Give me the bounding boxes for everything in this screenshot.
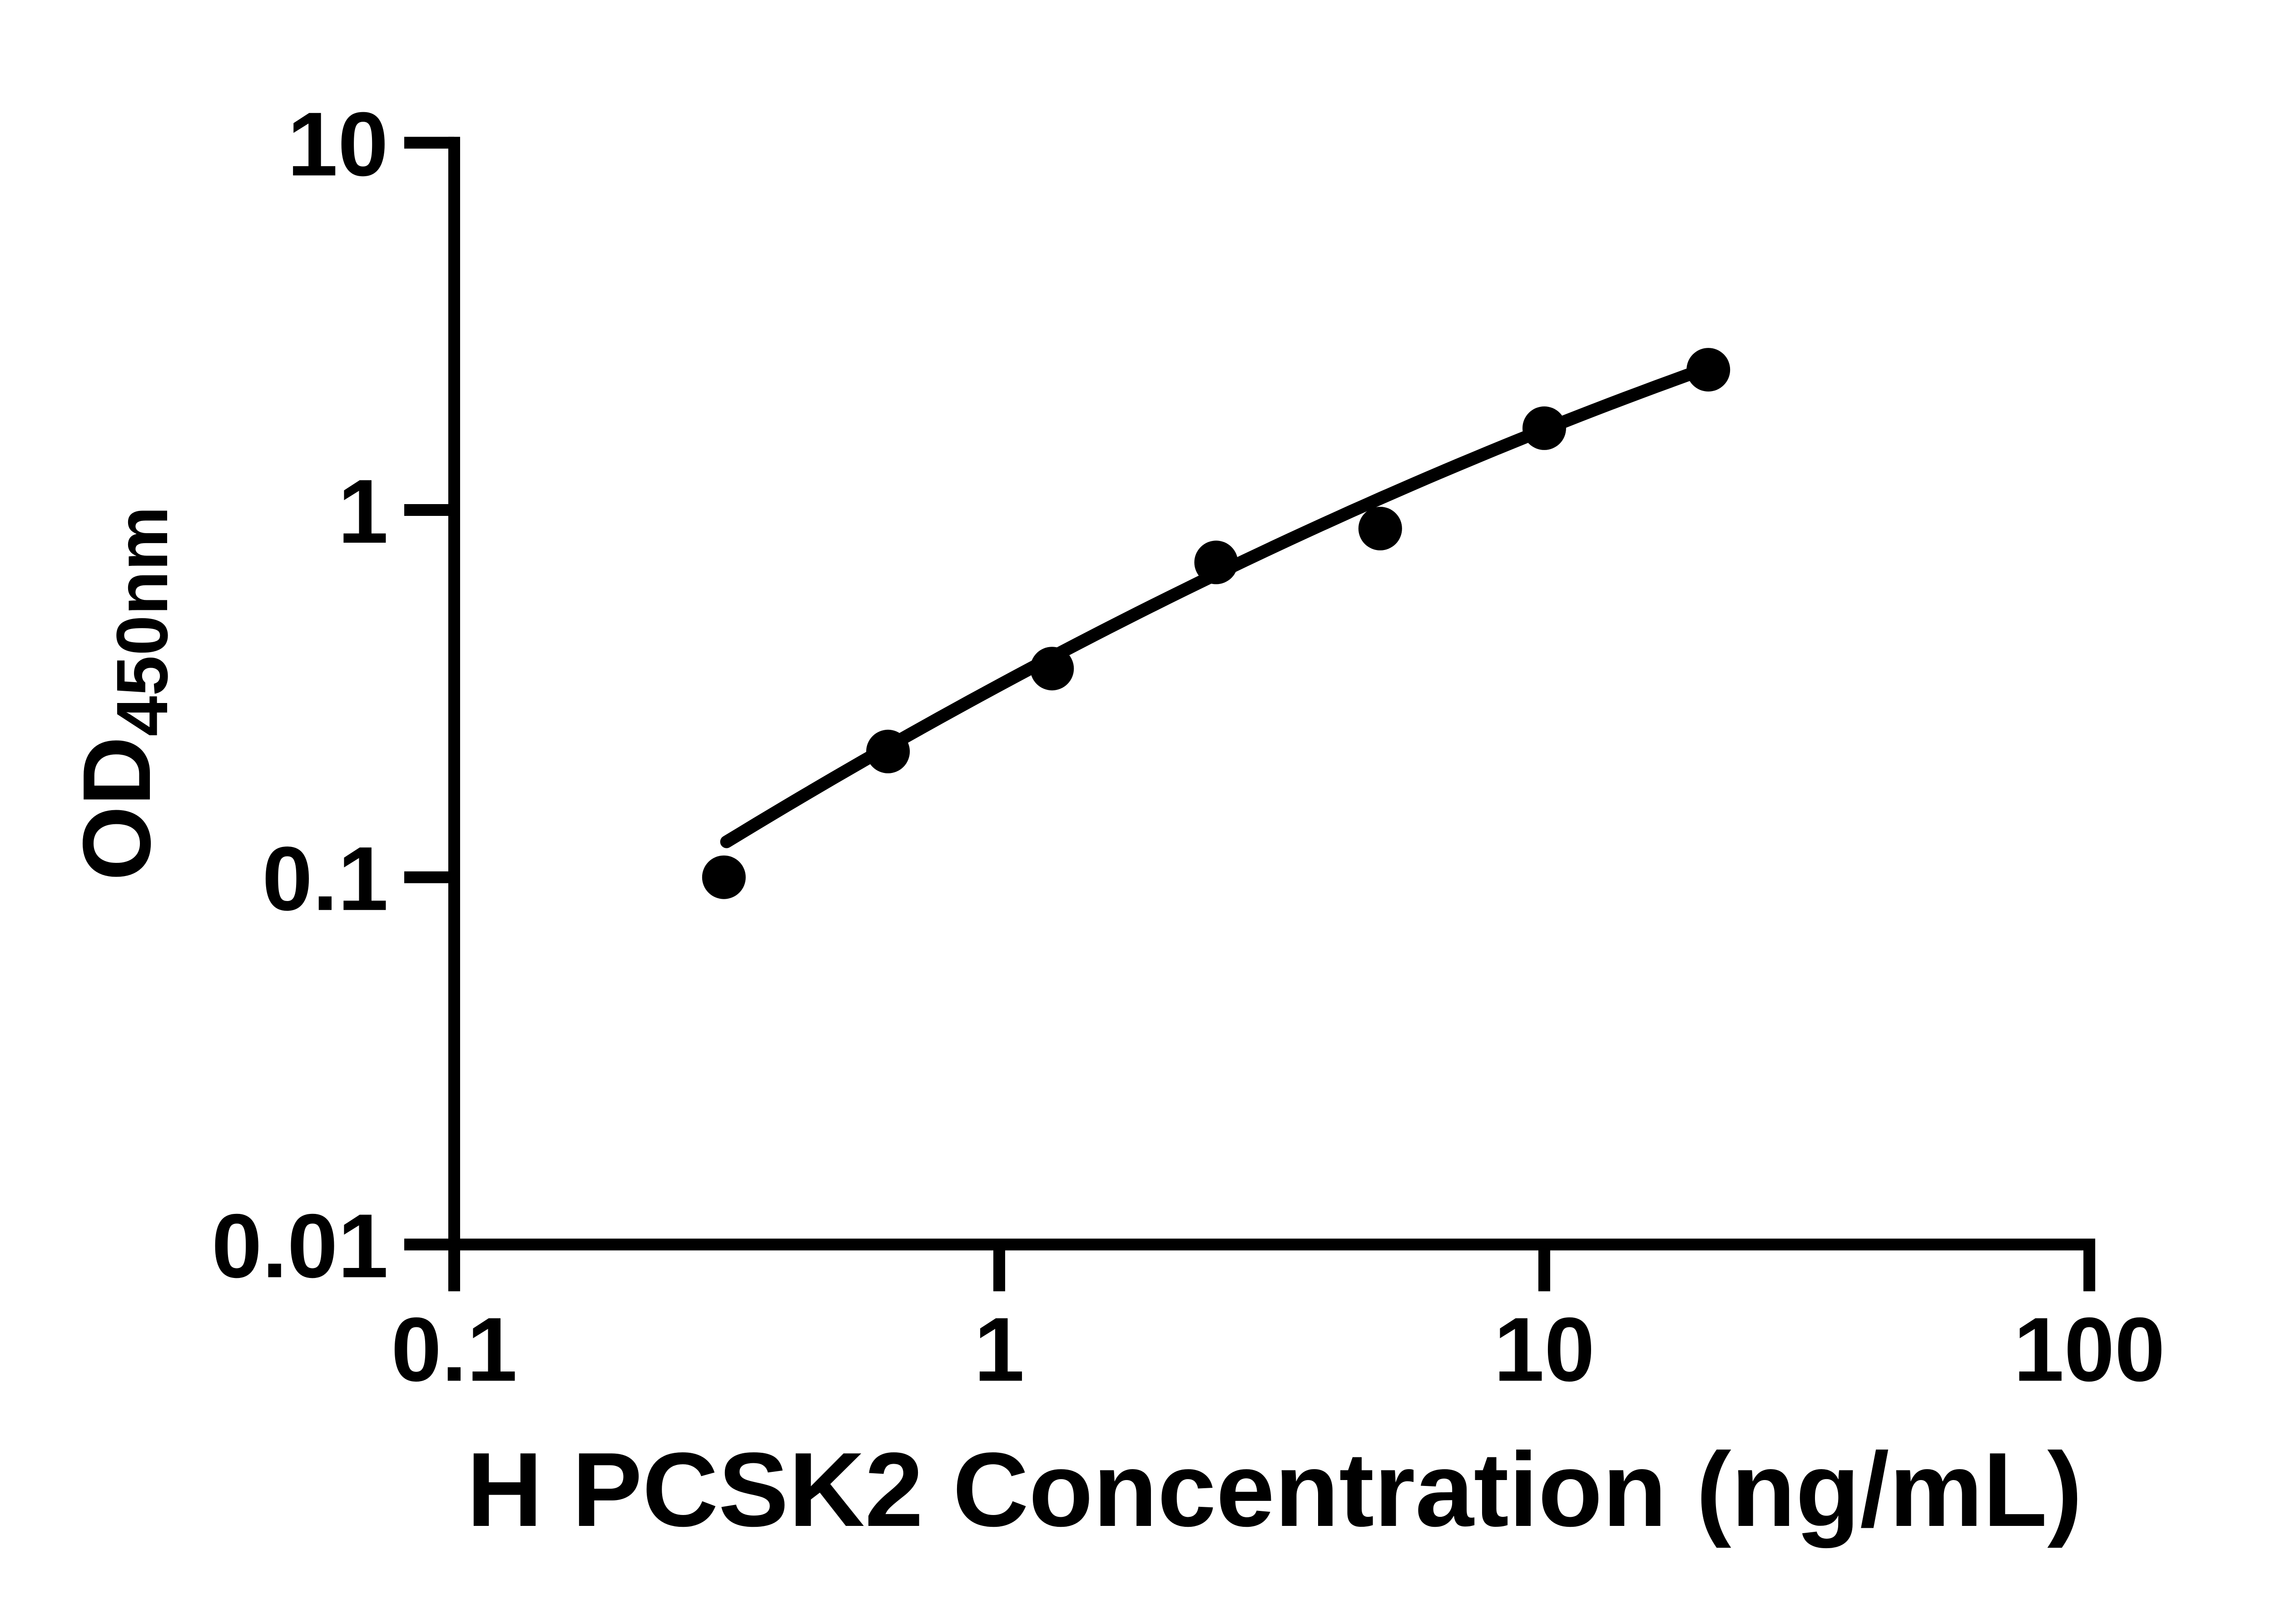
data-point <box>1686 348 1731 392</box>
y-axis-title: OD450nm <box>63 506 183 881</box>
data-point <box>1194 540 1238 584</box>
y-tick-label: 10 <box>288 94 388 195</box>
x-tick-label: 0.1 <box>391 1299 517 1400</box>
y-tick-label: 1 <box>338 461 388 562</box>
x-tick-label: 1 <box>974 1299 1024 1400</box>
y-tick-label: 0.1 <box>262 828 388 930</box>
data-point <box>1358 506 1402 550</box>
data-point <box>702 855 746 899</box>
x-axis-title: H PCSK2 Concentration (ng/mL) <box>466 1431 2082 1549</box>
data-point <box>1030 647 1074 691</box>
y-axis-title-main: OD <box>63 736 170 881</box>
y-axis-title-subscript: 450nm <box>101 506 183 737</box>
data-point <box>1522 406 1566 450</box>
y-tick-label: 0.01 <box>212 1195 388 1297</box>
data-point <box>866 729 910 773</box>
x-tick-label: 100 <box>2013 1299 2165 1400</box>
x-tick-label: 10 <box>1494 1299 1595 1400</box>
